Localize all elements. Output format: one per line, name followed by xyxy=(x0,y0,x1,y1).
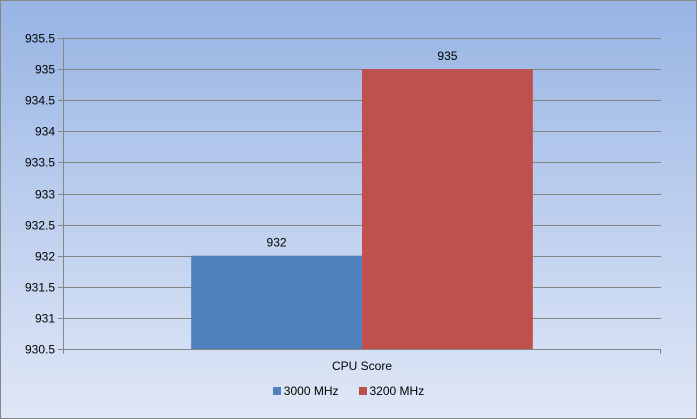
y-tick-label: 935.5 xyxy=(25,32,55,46)
y-tick-label: 931 xyxy=(35,312,55,326)
legend-label: 3200 MHz xyxy=(369,384,425,398)
legend-swatch xyxy=(358,387,367,395)
y-tick-label: 932 xyxy=(35,250,55,264)
y-tick-label: 930.5 xyxy=(25,343,55,357)
x-axis-tick-labels: CPU Score xyxy=(332,359,392,373)
legend-item: 3000 MHz xyxy=(272,384,339,398)
legend-item: 3200 MHz xyxy=(358,384,425,398)
x-category-label: CPU Score xyxy=(332,359,392,373)
y-tick-label: 934.5 xyxy=(25,94,55,108)
y-tick-label: 932.5 xyxy=(25,219,55,233)
data-labels: 932 935 xyxy=(267,49,458,250)
legend: 3000 MHz 3200 MHz xyxy=(0,384,697,398)
bars xyxy=(191,69,533,349)
bar-3000-mhz xyxy=(191,255,362,349)
y-tick-label: 933 xyxy=(35,188,55,202)
data-label: 932 xyxy=(267,236,287,250)
y-tick-label: 933.5 xyxy=(25,156,55,170)
y-axis-tick-labels: 930.5 931 931.5 932 932.5 933 933.5 934 934.5 935… xyxy=(25,32,55,357)
legend-label: 3000 MHz xyxy=(283,384,339,398)
y-tick-label: 931.5 xyxy=(25,281,55,295)
data-label: 935 xyxy=(437,49,457,63)
bar-3200-mhz xyxy=(362,69,533,349)
y-tick-label: 934 xyxy=(35,125,55,139)
legend-swatch xyxy=(272,387,281,395)
y-tick-label: 935 xyxy=(35,63,55,77)
axes xyxy=(63,38,661,354)
